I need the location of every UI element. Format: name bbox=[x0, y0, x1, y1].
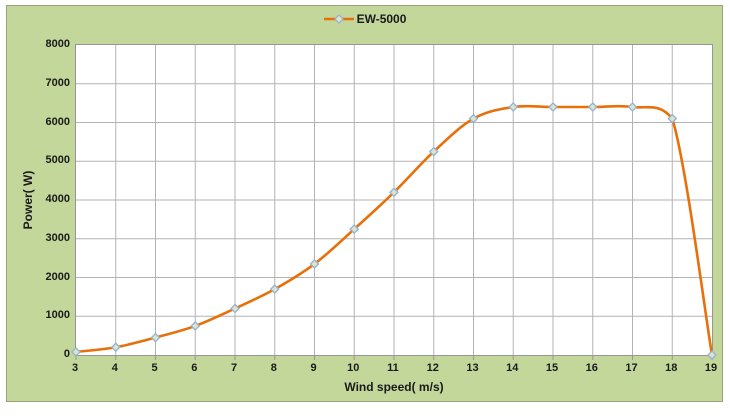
chart-canvas[interactable]: EW-5000 Power( W) Wind speed( m/s) 0 1000… bbox=[6, 5, 723, 402]
data-point-marker[interactable] bbox=[428, 146, 439, 157]
legend-label: EW-5000 bbox=[356, 12, 407, 26]
x-tick-label: 17 bbox=[625, 362, 638, 374]
data-point-marker[interactable] bbox=[71, 346, 81, 357]
x-tick-label: 8 bbox=[270, 362, 277, 374]
y-tick-label: 8000 bbox=[45, 38, 70, 50]
data-point-marker[interactable] bbox=[269, 284, 280, 295]
y-tick-label: 2000 bbox=[45, 270, 70, 283]
y-tick-label: 3000 bbox=[45, 231, 70, 244]
y-tick-label: 7000 bbox=[45, 76, 70, 89]
x-tick-label: 3 bbox=[71, 362, 79, 374]
x-tick-label: 6 bbox=[191, 362, 198, 374]
x-tick-label: 4 bbox=[111, 362, 118, 374]
x-tick-label: 7 bbox=[230, 362, 238, 374]
data-point-marker[interactable] bbox=[389, 187, 399, 198]
x-tick-label: 5 bbox=[151, 362, 158, 374]
legend-series-marker-icon bbox=[323, 14, 354, 24]
data-point-marker[interactable] bbox=[110, 342, 121, 353]
x-tick-label: 13 bbox=[466, 362, 479, 374]
legend[interactable]: EW-5000 bbox=[7, 10, 722, 28]
y-tick-label: 6000 bbox=[45, 115, 70, 128]
data-point-marker[interactable] bbox=[627, 102, 638, 112]
y-tick-label: 4000 bbox=[45, 193, 70, 205]
x-tick-label: 10 bbox=[347, 362, 360, 374]
data-point-marker[interactable] bbox=[667, 113, 678, 124]
data-point-marker[interactable] bbox=[468, 113, 479, 124]
data-point-marker[interactable] bbox=[508, 102, 519, 112]
x-tick-label: 16 bbox=[585, 362, 598, 374]
data-point-marker[interactable] bbox=[587, 102, 598, 112]
y-tick-label: 1000 bbox=[45, 309, 70, 322]
data-point-marker[interactable] bbox=[548, 102, 558, 112]
legend-diamond-icon bbox=[333, 14, 344, 24]
x-tick-label: 11 bbox=[387, 362, 399, 374]
data-point-marker[interactable] bbox=[150, 332, 161, 343]
data-point-marker[interactable] bbox=[707, 350, 717, 360]
x-tick-label: 19 bbox=[704, 362, 718, 374]
y-tick-label: 0 bbox=[63, 348, 70, 360]
x-tick-label: 18 bbox=[665, 362, 678, 374]
x-axis-title: Wind speed( m/s) bbox=[344, 380, 444, 394]
x-tick-label: 12 bbox=[426, 362, 439, 374]
data-point-marker[interactable] bbox=[349, 224, 360, 234]
data-point-marker[interactable] bbox=[309, 259, 320, 269]
plot-area[interactable] bbox=[71, 44, 717, 360]
x-tick-label: 14 bbox=[506, 362, 519, 374]
x-tick-label: 15 bbox=[545, 362, 559, 374]
data-point-marker[interactable] bbox=[230, 303, 240, 314]
y-tick-label: 5000 bbox=[45, 154, 70, 167]
data-point-marker[interactable] bbox=[190, 321, 201, 331]
x-tick-label: 9 bbox=[310, 362, 317, 374]
